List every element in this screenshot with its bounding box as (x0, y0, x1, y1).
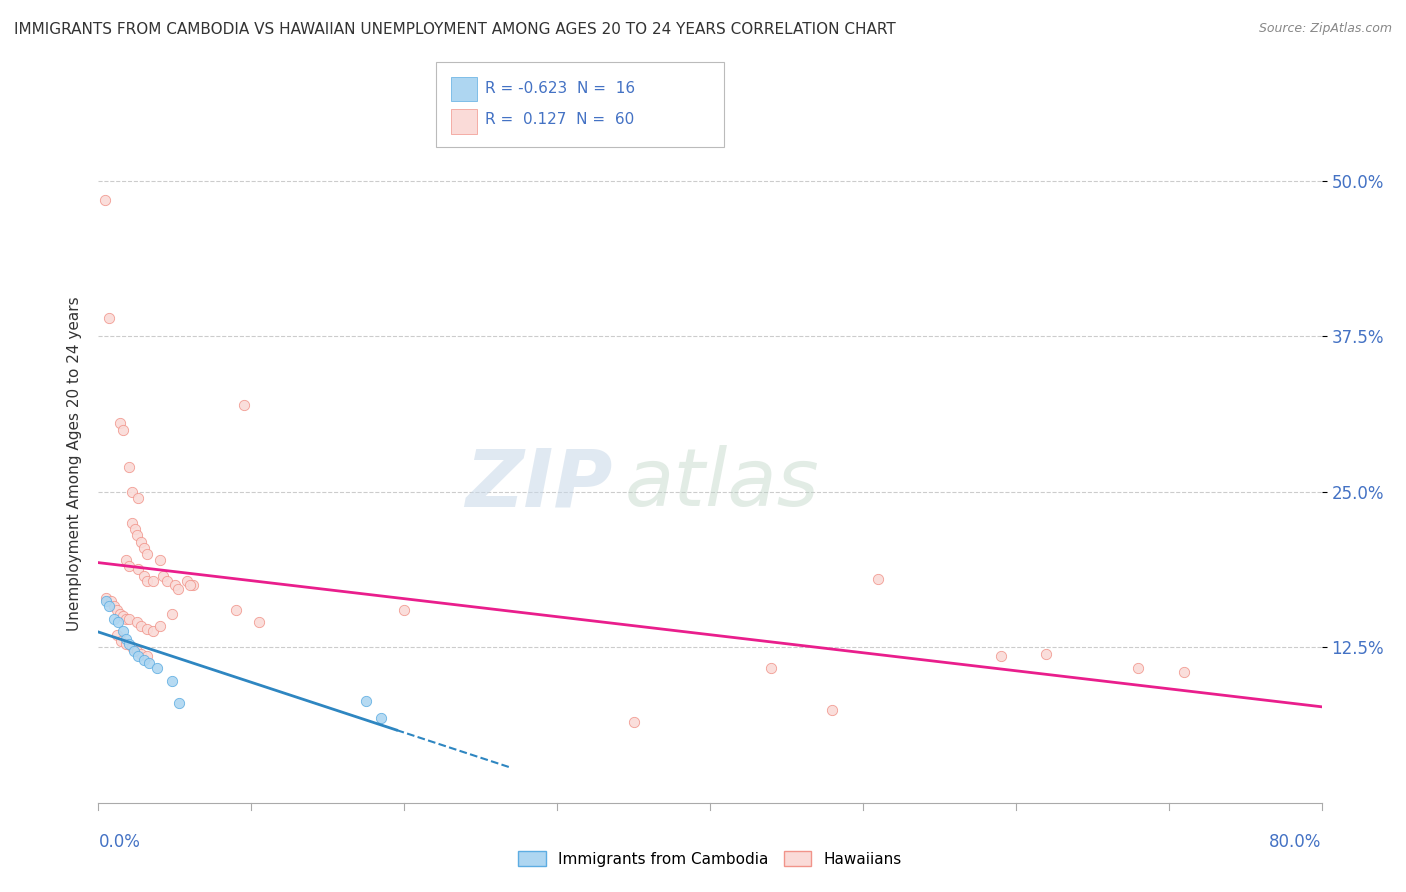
Point (134, 569, 156, 583)
Point (115, 632, 138, 646)
Text: IMMIGRANTS FROM CAMBODIA VS HAWAIIAN UNEMPLOYMENT AMONG AGES 20 TO 24 YEARS CORR: IMMIGRANTS FROM CAMBODIA VS HAWAIIAN UNE… (14, 22, 896, 37)
Point (122, 644, 145, 658)
Point (167, 582, 190, 596)
Point (142, 624, 165, 639)
Point (129, 619, 152, 633)
Point (125, 528, 148, 542)
Text: R =  0.127  N =  60: R = 0.127 N = 60 (485, 112, 634, 128)
Point (100, 594, 122, 608)
Text: atlas: atlas (624, 445, 820, 524)
Point (115, 612, 138, 626)
Point (149, 553, 172, 567)
Point (134, 653, 156, 667)
Point (142, 574, 165, 589)
Point (136, 574, 159, 589)
Point (105, 603, 128, 617)
Point (115, 553, 138, 567)
Text: 0.0%: 0.0% (98, 833, 141, 851)
Legend: Immigrants from Cambodia, Hawaiians: Immigrants from Cambodia, Hawaiians (512, 846, 908, 873)
Point (121, 516, 143, 530)
Y-axis label: Unemployment Among Ages 20 to 24 years: Unemployment Among Ages 20 to 24 years (66, 296, 82, 632)
Text: 80.0%: 80.0% (1270, 833, 1322, 851)
Point (149, 619, 172, 633)
Point (127, 648, 149, 663)
Point (103, 612, 125, 626)
Point (1173, 665, 1195, 680)
Point (623, 714, 645, 729)
Point (136, 547, 159, 561)
Point (868, 572, 890, 586)
Point (121, 640, 143, 655)
Point (181, 578, 204, 592)
Point (160, 607, 183, 621)
Point (118, 459, 141, 474)
Point (392, 603, 416, 617)
Point (107, 615, 129, 630)
Text: R = -0.623  N =  16: R = -0.623 N = 16 (485, 80, 636, 95)
Point (98, 599, 121, 614)
Point (156, 574, 179, 589)
Point (134, 541, 156, 555)
Text: Source: ZipAtlas.com: Source: ZipAtlas.com (1258, 22, 1392, 36)
Point (990, 648, 1012, 663)
Point (93, 193, 115, 207)
Point (111, 423, 134, 437)
Point (179, 578, 201, 592)
Point (136, 622, 159, 636)
Point (759, 661, 782, 675)
Point (370, 711, 392, 725)
Point (111, 609, 134, 624)
Point (98, 310, 121, 325)
Point (129, 534, 152, 549)
Point (115, 637, 138, 651)
Point (1128, 661, 1150, 675)
Point (110, 634, 132, 648)
Point (94, 591, 117, 605)
Point (225, 603, 247, 617)
Point (176, 574, 198, 589)
Point (125, 615, 148, 630)
Point (105, 628, 128, 642)
Point (138, 657, 160, 671)
Point (118, 637, 141, 651)
Point (163, 578, 186, 592)
Point (121, 484, 143, 499)
Point (247, 615, 270, 630)
Point (136, 648, 159, 663)
Text: ZIP: ZIP (465, 445, 612, 524)
Point (129, 647, 152, 661)
Point (821, 702, 844, 716)
Point (94, 594, 117, 608)
Point (124, 522, 146, 536)
Point (127, 562, 149, 576)
Point (108, 607, 131, 621)
Point (118, 612, 141, 626)
Point (127, 491, 149, 505)
Point (152, 569, 174, 583)
Point (125, 644, 148, 658)
Point (111, 624, 134, 639)
Point (145, 661, 167, 675)
Point (232, 398, 254, 412)
Point (108, 417, 131, 431)
Point (118, 559, 141, 574)
Point (169, 696, 191, 710)
Point (160, 673, 183, 688)
Point (103, 599, 125, 614)
Point (1035, 647, 1057, 661)
Point (354, 694, 377, 708)
